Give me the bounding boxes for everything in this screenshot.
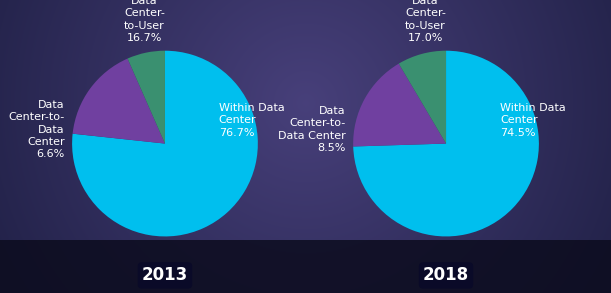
Wedge shape bbox=[399, 51, 446, 144]
Wedge shape bbox=[73, 59, 165, 144]
Text: Data
Center-to-
Data Center
8.5%: Data Center-to- Data Center 8.5% bbox=[278, 106, 346, 153]
Wedge shape bbox=[353, 51, 539, 236]
Text: Within Data
Center
76.7%: Within Data Center 76.7% bbox=[219, 103, 285, 138]
Text: Data
Center-to-
Data
Center
6.6%: Data Center-to- Data Center 6.6% bbox=[9, 100, 65, 159]
Text: Data
Center-
to-User
17.0%: Data Center- to-User 17.0% bbox=[405, 0, 446, 43]
Text: Within Data
Center
74.5%: Within Data Center 74.5% bbox=[500, 103, 566, 138]
Wedge shape bbox=[128, 51, 165, 144]
Wedge shape bbox=[72, 51, 258, 236]
Wedge shape bbox=[353, 64, 446, 146]
Text: 2013: 2013 bbox=[142, 266, 188, 285]
Text: 2018: 2018 bbox=[423, 266, 469, 285]
Text: Data
Center-
to-User
16.7%: Data Center- to-User 16.7% bbox=[124, 0, 165, 43]
